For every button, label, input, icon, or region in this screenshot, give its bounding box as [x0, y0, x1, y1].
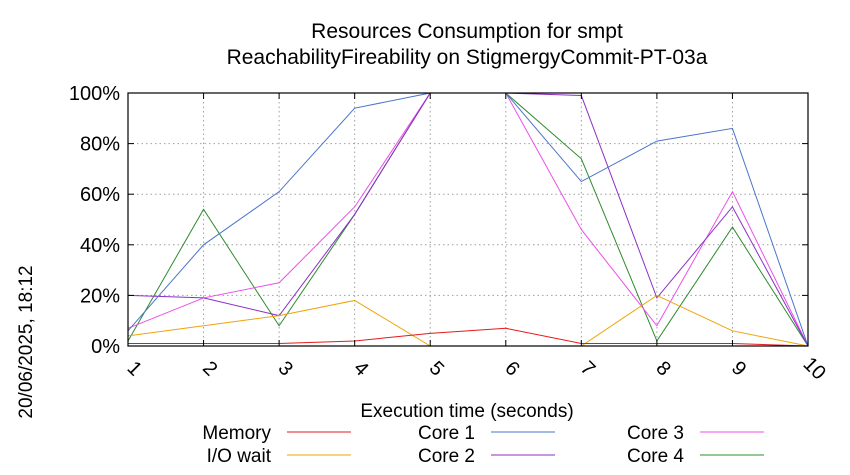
- x-tick-label: 8: [651, 357, 674, 380]
- series-line-core-2: [127, 92, 809, 347]
- x-tick-label: 9: [727, 357, 750, 380]
- chart-title: Resources Consumption for smpt: [311, 20, 623, 43]
- x-axis-label: Execution time (seconds): [360, 401, 573, 422]
- legend-label-core-2: Core 2: [418, 446, 475, 467]
- x-tick-label: 1: [123, 357, 146, 380]
- legend-label-core-4: Core 4: [627, 446, 684, 467]
- series-line-core-1: [127, 92, 809, 347]
- x-tick-label: 2: [198, 357, 221, 380]
- y-tick-label: 40%: [80, 235, 120, 257]
- series-line-i-o-wait: [127, 294, 809, 347]
- axis-ticks: 0% 20% 40% 60% 80% 100% 1 2 3 4 5 6 7 8 9 10: [69, 83, 830, 384]
- y-tick-label: 80%: [80, 134, 120, 156]
- x-tick-label: 7: [576, 357, 599, 380]
- series-line-core-3: [127, 92, 809, 347]
- y-tick-label: 0%: [91, 336, 120, 358]
- x-tick-label: 5: [425, 357, 448, 380]
- legend-label-i-o-wait: I/O wait: [207, 446, 272, 467]
- series-line-memory: [128, 327, 809, 347]
- y-tick-label: 60%: [80, 184, 120, 206]
- x-tick-label: 10: [799, 353, 830, 384]
- x-tick-label: 4: [349, 357, 372, 380]
- legend-label-memory: Memory: [202, 423, 271, 444]
- y-tick-label: 20%: [80, 285, 120, 307]
- grid-lines: [128, 93, 808, 346]
- series-line-core-4: [127, 92, 809, 347]
- plot-frame: [127, 92, 809, 347]
- y-tick-label: 100%: [69, 83, 120, 105]
- legend-label-core-3: Core 3: [627, 423, 684, 444]
- legend-label-core-1: Core 1: [418, 423, 475, 444]
- timestamp: 20/06/2025, 18:12: [16, 265, 37, 418]
- chart-subtitle: ReachabilityFireability on StigmergyComm…: [227, 46, 708, 69]
- x-tick-label: 6: [500, 357, 523, 380]
- x-tick-label: 3: [274, 357, 297, 380]
- series-lines: [127, 92, 809, 347]
